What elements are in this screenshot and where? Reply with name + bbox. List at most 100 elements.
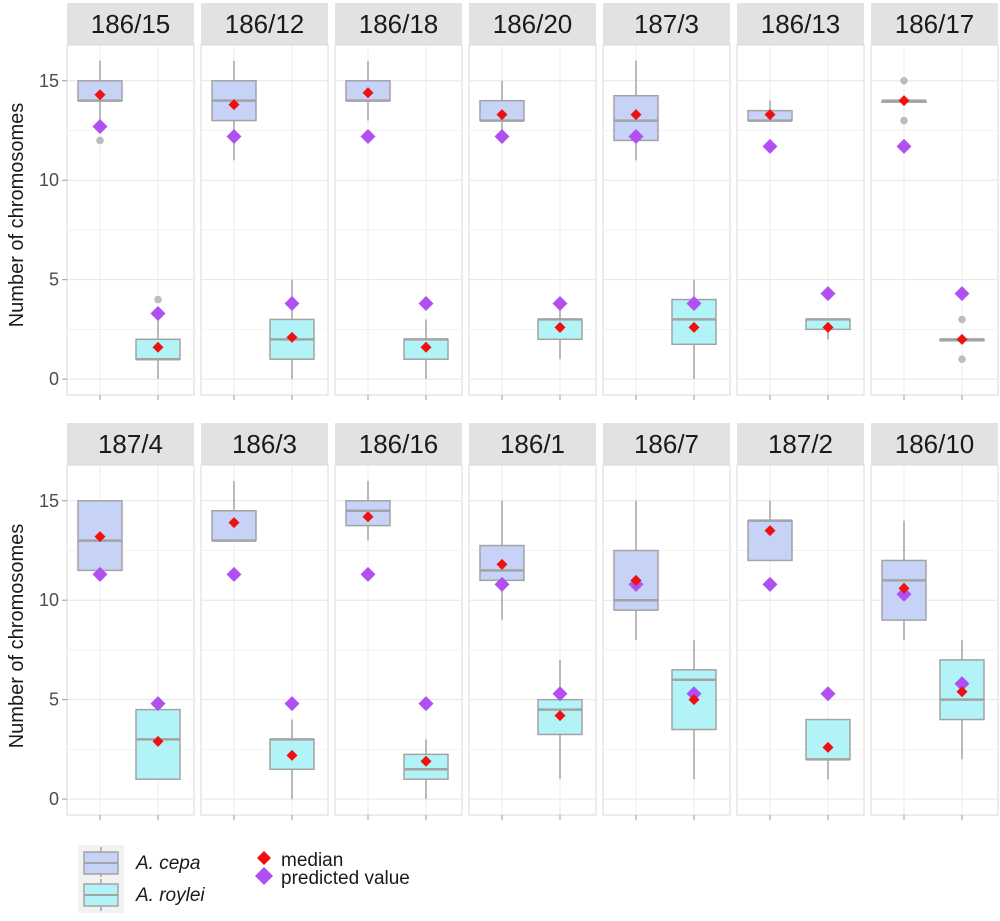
predicted-value-marker [954,676,970,692]
boxplot-roylei [805,286,851,340]
legend-label-roylei: A. roylei [135,885,205,906]
predicted-value-marker [92,119,108,135]
boxplot-cepa [77,500,123,582]
predicted-value-marker [552,686,568,702]
boxplot-cepa [881,76,927,154]
median-marker [94,89,106,101]
facet-strip [603,423,730,465]
box [805,718,851,761]
predicted-value-marker [226,566,242,582]
median-marker [630,574,642,586]
facet-panel: 186/15 [66,3,195,400]
panel-background [602,464,731,816]
boxplot-cepa [479,80,525,144]
predicted-value-marker [628,128,644,144]
boxplot-roylei [269,696,315,800]
median-marker [420,755,432,767]
facet-strip [871,423,998,465]
outlier-point [96,136,104,145]
facet-strip [67,423,194,465]
facet-title: 186/10 [895,429,975,459]
facet-panel: 186/16 [334,423,463,820]
predicted-value-marker [284,696,300,712]
predicted-value-marker [552,296,568,312]
predicted-value-marker [686,296,702,312]
y-tick-label: 5 [49,270,59,290]
median-marker [496,109,508,121]
predicted-value-marker [896,138,912,154]
legend-median-marker [257,851,271,865]
outlier-point [958,355,966,364]
y-axis-title-bottom: Number of chromosomes [6,524,28,749]
y-axis-title-top: Number of chromosomes [6,103,28,328]
median-marker [764,525,776,537]
boxplot-roylei [269,279,315,380]
legend-predicted-marker [255,867,273,885]
facet-strip [201,3,328,45]
median-marker [286,749,298,761]
facet-strip [469,423,596,465]
facet-strip [335,3,462,45]
boxplot-roylei [939,286,985,364]
predicted-value-marker [820,286,836,302]
median-marker [898,95,910,107]
predicted-value-marker [284,296,300,312]
y-axes: 0 5 10 15 0 5 10 15 [39,71,67,809]
facet-title: 186/16 [359,429,439,459]
facet-strip [603,3,730,45]
facet-title: 186/13 [761,9,841,39]
median-marker [554,321,566,333]
median-marker [228,99,240,111]
boxplot-cepa [211,480,257,582]
boxplot-roylei [537,296,583,360]
panel-grid [603,45,730,400]
median-marker [286,331,298,343]
facet-panel: 187/4 [66,423,195,820]
facet-strip [469,3,596,45]
boxplot-roylei [403,696,449,800]
facet-panel: 186/10 [870,423,999,820]
panel-background [468,44,597,396]
boxplot-roylei [403,296,449,380]
legend: A. cepa A. roylei median predicted value [78,845,410,913]
panel-grid [871,45,998,400]
predicted-value-marker [226,128,242,144]
facet-panel: 186/7 [602,423,731,820]
boxplot-cepa [747,500,793,592]
boxplot-cepa [613,500,659,640]
median-marker [898,582,910,594]
predicted-value-marker [360,566,376,582]
facet-strip [871,3,998,45]
facet-title: 187/2 [768,429,833,459]
panel-background [468,464,597,816]
boxplot-roylei [805,686,851,780]
legend-key-cepa [78,845,124,881]
panel-background [66,44,195,396]
median-marker [688,321,700,333]
predicted-value-marker [820,686,836,702]
facet-strip [67,3,194,45]
median-marker [496,558,508,570]
facet-title: 186/18 [359,9,439,39]
predicted-value-marker [494,128,510,144]
facet-panel: 186/17 [870,3,999,400]
predicted-value-marker [762,576,778,592]
boxplot-roylei [671,279,717,380]
boxplot-cepa [479,500,525,621]
median-marker [630,109,642,121]
predicted-value-marker [92,566,108,582]
facet-title: 186/1 [500,429,565,459]
facet-title: 186/17 [895,9,975,39]
y-tick-label: 15 [39,491,59,511]
facet-panel: 187/2 [736,423,865,820]
predicted-value-marker [360,128,376,144]
outlier-point [900,116,908,125]
median-marker [822,741,834,753]
median-marker [554,710,566,722]
median-marker [822,321,834,333]
panel-background [736,44,865,396]
predicted-value-marker [896,586,912,602]
median-marker [956,333,968,345]
facet-title: 187/3 [634,9,699,39]
